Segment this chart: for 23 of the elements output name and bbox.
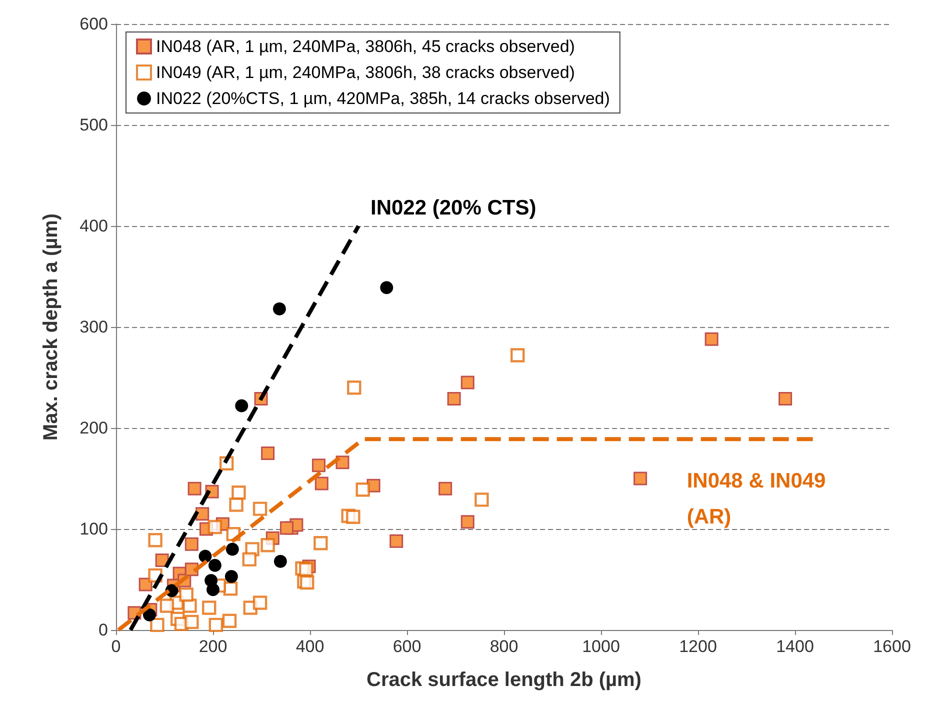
y-tick-label: 500 bbox=[80, 116, 108, 134]
x-tick-label: 1400 bbox=[776, 637, 814, 656]
x-tick-label: 800 bbox=[490, 637, 518, 656]
y-tick-label: 200 bbox=[80, 418, 108, 438]
x-tick-label: 1600 bbox=[873, 637, 911, 656]
x-tick-label: 1200 bbox=[679, 637, 717, 656]
x-tick-label: 200 bbox=[198, 637, 228, 656]
x-tick-label: 0 bbox=[111, 637, 121, 656]
y-tick-label: 0 bbox=[98, 620, 108, 640]
legend-label: IN048 (AR, 1 µm, 240MPa, 3806h, 45 cracks observed) bbox=[156, 37, 575, 56]
x-tick-label: 400 bbox=[296, 637, 324, 656]
y-tick-label: 400 bbox=[80, 216, 108, 236]
x-tick-label: 600 bbox=[392, 637, 422, 656]
y-tick-label: 300 bbox=[80, 318, 108, 336]
annotation: IN048 & IN049 (AR) bbox=[686, 470, 832, 529]
legend-label: IN022 (20%CTS, 1 µm, 420MPa, 385h, 14 cracks observed) bbox=[156, 89, 610, 108]
y-tick-label: 600 bbox=[80, 14, 108, 34]
y-axis-title: Max. crack depth a (µm) bbox=[40, 213, 62, 441]
x-axis-title: Crack surface length 2b (µm) bbox=[366, 669, 642, 691]
annotation: IN022 (20% CTS) bbox=[370, 196, 536, 220]
x-tick-label: 1000 bbox=[582, 637, 620, 656]
y-tick-label: 100 bbox=[80, 520, 108, 538]
legend-label: IN049 (AR, 1 µm, 240MPa, 3806h, 38 cracks observed) bbox=[156, 63, 575, 82]
